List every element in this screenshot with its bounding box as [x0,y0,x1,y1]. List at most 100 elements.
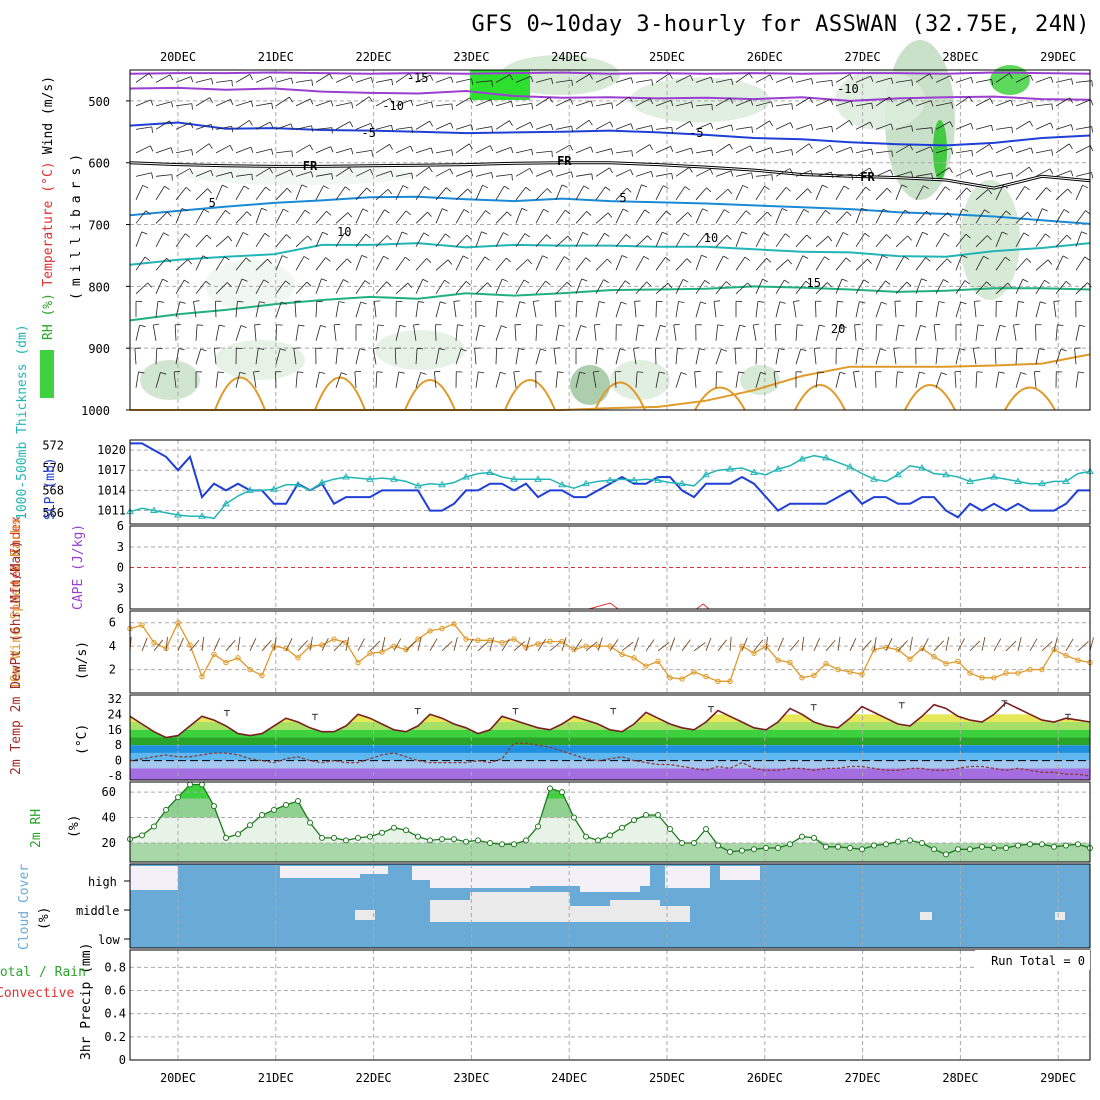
wind-barb [295,281,308,295]
wind-barb-flag [1063,209,1070,213]
wind-barb [135,72,150,83]
wind-barb [415,74,431,83]
wind-barb-flag [739,324,746,328]
wind-speed-marker [631,655,637,661]
wind-barb [915,73,930,83]
wind-barb-flag [729,143,733,150]
wind-barb-flag [907,235,912,241]
wind-barb-flag [951,102,954,109]
wind-barb [695,255,702,271]
wind-barb [475,325,480,341]
wind-barb [155,211,168,224]
wind-barb-10m [357,638,365,652]
wind-barb [635,125,652,130]
wind-barb [495,301,499,318]
wind-barb [895,324,899,341]
wind-barb [715,255,724,271]
wind-barb [375,124,392,130]
rh-marker [391,824,397,831]
wind-barb-flag [671,127,673,134]
wind-barb-flag [977,324,984,327]
rh-marker [475,837,481,844]
wind-barb-flag [911,79,913,86]
wind-barb-flag [946,258,952,264]
rh-marker [451,836,457,843]
wind-barb [435,301,441,318]
wind-barb [595,233,605,248]
wind-barb [615,234,627,248]
wind-barb-flag [769,120,773,127]
wind-barb-flag [139,324,146,328]
wind-barb [135,126,152,130]
wind-barb-flag [280,348,287,351]
wind-barb [195,209,205,224]
precip-label-group: 3hr Precip (mm) [79,943,94,1060]
wind-barb-flag [700,301,707,305]
wind-barb-10m [429,638,438,652]
wind-barb [815,171,832,177]
wind-barb-flag [211,78,214,85]
wind-barb-flag [999,324,1006,328]
wind-barb-flag [451,149,454,156]
wind-barb-flag [506,211,512,217]
wind-barb [335,258,348,271]
rh-marker [799,833,805,840]
wind-barb-flag [919,371,926,374]
wind-barb [475,172,492,177]
rh2m-label-group: 2m RH (%) [29,809,82,848]
wind-barb-10m [753,639,764,652]
wind-barb [155,120,170,130]
wind-barb [395,282,409,295]
isotherm-label: 10 [337,225,351,239]
wind-barb-flag [886,234,892,239]
wind-barb-10m [1053,637,1058,651]
wind-barb-flag [903,256,910,260]
thickness-marker [318,478,326,486]
wind-barb [455,143,470,154]
wind-barb-flag [677,347,684,350]
rh-shading [375,330,465,370]
wind-barb [655,145,671,154]
wind-barb-flag [309,144,314,151]
wind-barb-flag [442,208,448,212]
thickness-marker [606,476,614,483]
wind-barb [935,121,951,130]
wind-barb [595,121,611,130]
wind-barb [455,234,468,248]
wind-barb [633,348,637,365]
wind-speed-marker [427,628,433,634]
wind-barb-flag [724,209,730,214]
isotherm-25-cell [404,379,456,411]
wind-barb [495,325,502,341]
rh-marker [715,842,721,849]
wind-speed-marker [907,656,913,662]
wind-barb [1015,166,1030,177]
wind-speed-marker [967,670,973,676]
wind-barb [915,185,924,201]
wind-barb [695,149,712,154]
rh-marker [487,839,493,846]
wind-barb [775,208,783,224]
wind-barb-flag [658,371,665,374]
wind-barb-flag [346,258,352,264]
wind-barb [795,169,811,177]
wind-barb-flag [880,348,887,351]
wind-barb [395,371,400,388]
wind-barb-flag [389,98,394,104]
wind-barb-flag [867,258,872,264]
wind-barb [675,301,679,318]
wind-barb [395,145,411,154]
bottom-date-label: 28DEC [942,1071,978,1085]
wind-barb-flag [466,234,472,240]
chart-title: GFS 0~10day 3-hourly for ASSWAN (32.75E,… [471,12,1090,37]
wind-barb-flag [843,185,850,190]
wind-barb [375,144,390,154]
isotherm-label: -15 [407,71,429,85]
wind-barb-flag [326,210,332,216]
wind-barb [795,188,808,201]
wind-barb [195,78,212,83]
wind-barb-flag [417,347,424,350]
wind-barb-flag [1011,127,1013,134]
wind-barb-flag [450,76,454,83]
rh-marker [367,833,373,840]
